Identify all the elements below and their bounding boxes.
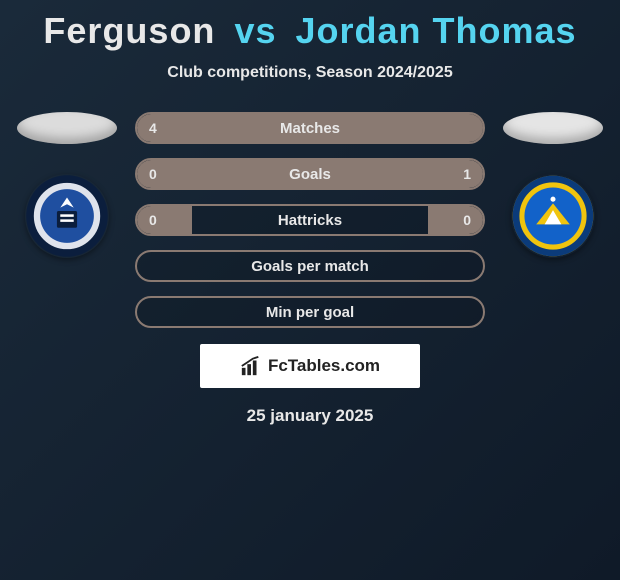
stat-label: Goals per match	[137, 258, 483, 275]
left-side	[17, 112, 117, 258]
stat-label: Hattricks	[137, 212, 483, 229]
right-side	[503, 112, 603, 258]
torquay-crest-icon	[511, 174, 595, 258]
player2-photo-placeholder	[503, 112, 603, 144]
stat-label: Goals	[137, 166, 483, 183]
stat-row: 01Goals	[135, 158, 485, 190]
date-label: 25 january 2025	[247, 406, 374, 426]
player1-club-crest	[25, 174, 109, 258]
page-title: Ferguson vs Jordan Thomas	[43, 10, 576, 52]
subtitle: Club competitions, Season 2024/2025	[167, 64, 452, 82]
stat-row: Goals per match	[135, 250, 485, 282]
stat-row: Min per goal	[135, 296, 485, 328]
rochdale-crest-icon	[25, 174, 109, 258]
stat-row: 00Hattricks	[135, 204, 485, 236]
stat-label: Matches	[137, 120, 483, 137]
player1-photo-placeholder	[17, 112, 117, 144]
bar-chart-icon	[240, 355, 262, 377]
player1-name: Ferguson	[43, 10, 215, 51]
watermark[interactable]: FcTables.com	[200, 344, 420, 388]
stat-label: Min per goal	[137, 304, 483, 321]
comparison-card: Ferguson vs Jordan Thomas Club competiti…	[0, 0, 620, 426]
watermark-text: FcTables.com	[268, 356, 380, 376]
player2-club-crest	[511, 174, 595, 258]
vs-separator: vs	[234, 10, 276, 51]
player2-name: Jordan Thomas	[296, 10, 577, 51]
stats-column: 4Matches 01Goals 00Hattricks Goals per matc…	[135, 112, 485, 328]
stat-row: 4Matches	[135, 112, 485, 144]
main-row: 4Matches 01Goals 00Hattricks Goals per matc…	[0, 112, 620, 328]
